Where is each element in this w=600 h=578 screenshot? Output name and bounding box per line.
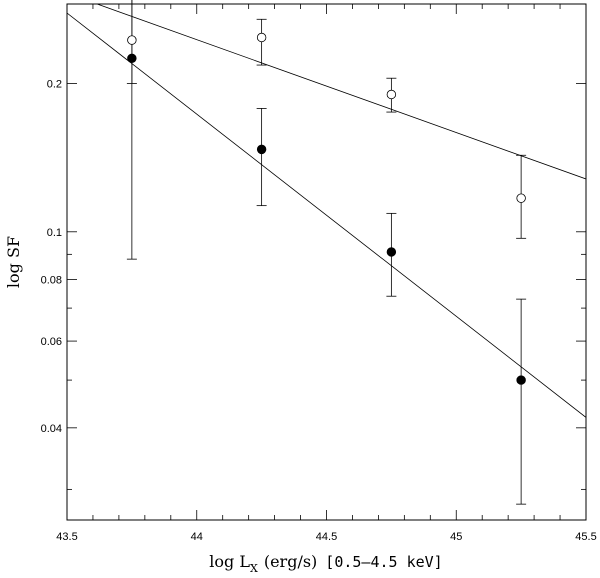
y-tick-label: 0.1 bbox=[47, 227, 62, 239]
open-point bbox=[256, 32, 267, 43]
open-point bbox=[516, 193, 526, 203]
x-tick-label: 45 bbox=[450, 531, 462, 543]
y-tick-label: 0.06 bbox=[41, 336, 62, 348]
fit-line-2 bbox=[67, 12, 586, 418]
filled-point bbox=[256, 144, 267, 155]
y-tick-label: 0.04 bbox=[41, 423, 62, 435]
x-tick-label: 43.5 bbox=[56, 531, 77, 543]
filled-point bbox=[386, 247, 397, 257]
x-tick-label: 44 bbox=[191, 531, 203, 543]
filled-point bbox=[127, 53, 137, 63]
fit-line-1 bbox=[95, 4, 586, 180]
fit-lines bbox=[67, 4, 586, 418]
x-axis-title-main: log L bbox=[209, 552, 250, 571]
open-point bbox=[127, 35, 137, 45]
x-axis-title-band: [0.5–4.5 keV] bbox=[325, 553, 442, 571]
y-axis-title: log SF bbox=[4, 236, 23, 288]
open-point bbox=[386, 89, 397, 100]
x-axis-title-units: (erg/s) bbox=[264, 552, 317, 571]
x-tick-label: 45.5 bbox=[575, 531, 596, 543]
y-tick-label: 0.08 bbox=[41, 275, 62, 287]
plot-frame bbox=[66, 3, 587, 521]
x-tick-label: 44.5 bbox=[316, 531, 337, 543]
x-axis-title-subscript: X bbox=[250, 562, 258, 575]
error-bars bbox=[126, 0, 527, 505]
x-axis-title: log LX (erg/s) [0.5–4.5 keV] bbox=[209, 552, 442, 575]
x-axis-ticks: 43.5 44 44.5 45 45.5 bbox=[56, 4, 597, 543]
y-tick-label: 0.2 bbox=[47, 78, 62, 90]
data-markers bbox=[127, 32, 526, 385]
filled-point bbox=[516, 375, 526, 385]
y-axis-ticks: 0.04 0.06 0.08 0.1 0.2 bbox=[41, 78, 586, 490]
